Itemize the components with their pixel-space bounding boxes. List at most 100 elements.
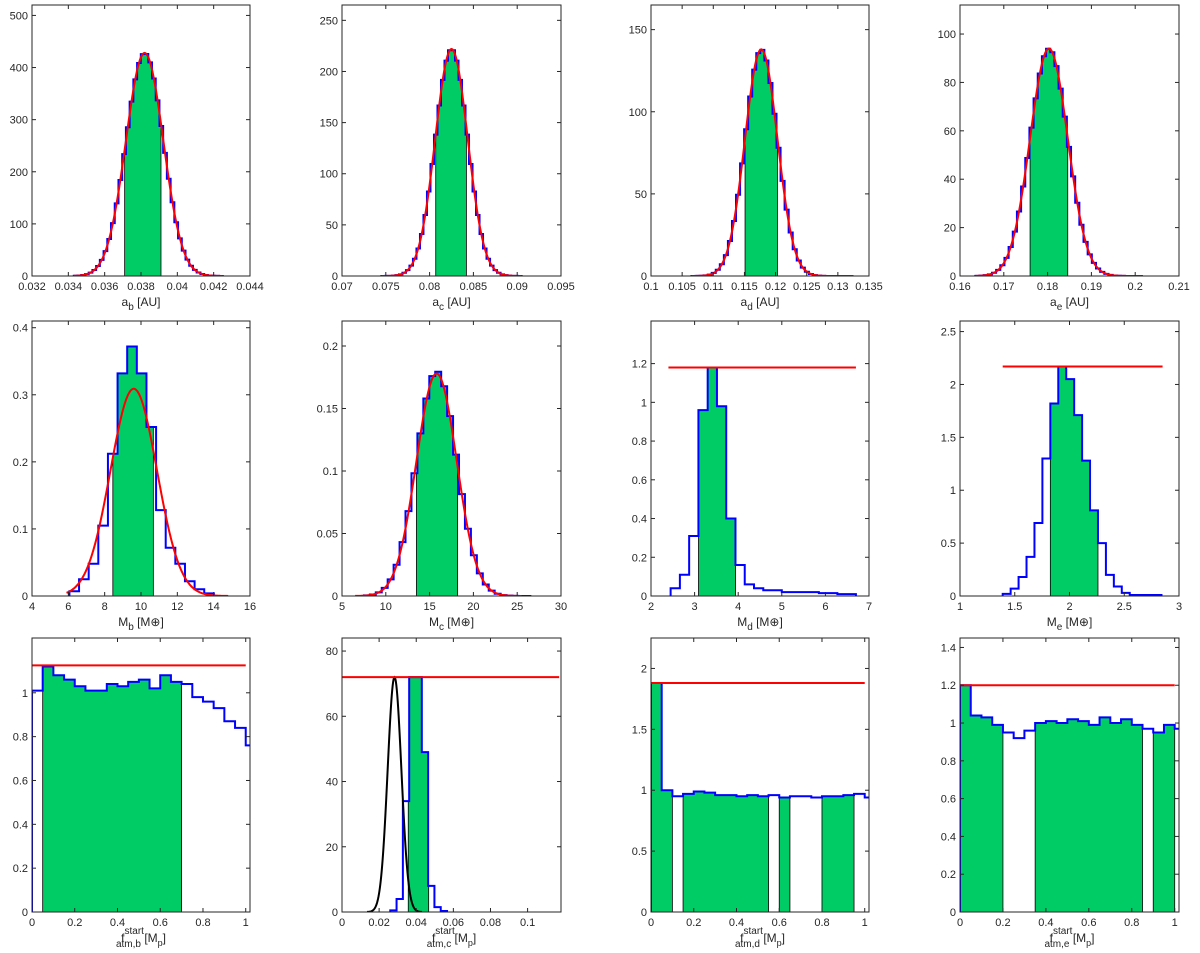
x-axis-label: ad [AU] [741, 295, 780, 313]
x-tick-label: 0.21 [1168, 281, 1189, 293]
panel-f_e: 0 0.2 0.4 0.6 0.8 1 0 0.2 0.4 0.6 0.8 1 1.2 1.4 fstart… [941, 637, 1180, 950]
y-tick-label: 0.4 [13, 323, 28, 335]
x-tick-label: 6 [65, 601, 71, 613]
x-tick-label: 0.2 [995, 917, 1010, 929]
x-tick-label: 2.5 [1117, 601, 1132, 613]
x-label-main: f [740, 931, 744, 945]
x-axis-label: Me [M⊕] [1047, 615, 1093, 633]
plot-area [668, 366, 857, 596]
x-tick-label: 0.2 [686, 917, 701, 929]
panel-f_b: 0 0.2 0.4 0.6 0.8 1 0 0.2 0.4 0.6 0.8 1 fstart atm,b … [13, 637, 251, 950]
x-tick-label: 0 [957, 917, 963, 929]
histogram-steps [651, 682, 869, 912]
y-tick-label: 40 [326, 777, 338, 789]
y-tick-label: 2 [641, 663, 647, 675]
x-tick-label: 0.032 [18, 281, 46, 293]
axes-box [31, 637, 251, 913]
x-tick-label: 0.075 [372, 281, 400, 293]
x-tick-label: 0.04 [406, 917, 427, 929]
y-tick-label: 500 [10, 10, 28, 22]
plot-area [355, 370, 532, 596]
x-label-sub: e [1057, 302, 1063, 313]
x-label-main: a [432, 295, 439, 309]
gaussian-fit [355, 372, 522, 596]
y-tick-label: 0 [950, 591, 956, 603]
credible-interval-0 [1029, 48, 1069, 276]
x-label-sub: atm,c [427, 939, 451, 950]
x-tick-label: 1 [862, 917, 868, 929]
x-label-main: f [1050, 931, 1054, 945]
x-tick-label: 0.4 [110, 917, 125, 929]
y-tick-label: 100 [320, 169, 338, 181]
x-label-sup: start [744, 926, 764, 937]
y-tick-label: 0.3 [13, 390, 28, 402]
y-tick-label: 0.5 [632, 846, 647, 858]
y-tick-label: 0.15 [317, 404, 338, 416]
x-label-unit: [AU] [444, 295, 471, 309]
x-tick-label: 0.036 [91, 281, 119, 293]
x-label-unit: [M⊕] [134, 615, 164, 629]
x-label-sub: b [128, 622, 134, 633]
x-label-sub: b [128, 302, 134, 313]
y-tick-label: 0.6 [632, 475, 647, 487]
credible-interval-0 [42, 666, 183, 912]
credible-interval-3 [821, 794, 855, 912]
y-tick-label: 0.6 [941, 794, 956, 806]
x-tick-label: 16 [244, 601, 256, 613]
histogram-steps [1001, 365, 1163, 596]
y-tick-label: 1.2 [941, 680, 956, 692]
axes-box [959, 4, 1180, 277]
gaussian-fit [66, 387, 229, 596]
panel-a_e: 0.16 0.17 0.18 0.19 0.2 0.21 0 20 40 60 80 100 ae [A… [938, 4, 1190, 313]
x-label-main: a [741, 295, 748, 309]
x-tick-label: 1.5 [1007, 601, 1022, 613]
x-tick-label: 0.2 [67, 917, 82, 929]
y-tick-label: 400 [10, 63, 28, 75]
y-tick-label: 20 [944, 223, 956, 235]
credible-interval-2 [1152, 724, 1176, 912]
y-tick-label: 40 [944, 174, 956, 186]
x-tick-label: 1 [243, 917, 249, 929]
y-tick-label: 1 [950, 718, 956, 730]
x-tick-label: 0.08 [419, 281, 440, 293]
credible-interval-2 [778, 797, 791, 912]
plot-area [32, 664, 250, 912]
y-tick-label: 0.8 [13, 732, 28, 744]
x-tick-label: 0.095 [547, 281, 575, 293]
axes-box [650, 320, 870, 597]
x-label-unit: [M [1069, 931, 1086, 945]
y-tick-label: 200 [10, 167, 28, 179]
y-tick-label: 0 [332, 907, 338, 919]
y-tick-label: 50 [326, 220, 338, 232]
y-tick-label: 1.2 [632, 359, 647, 371]
x-tick-label: 0.2 [1128, 281, 1143, 293]
x-tick-label: 0.4 [729, 917, 744, 929]
plot-area [690, 48, 854, 276]
x-axis-label: Mb [M⊕] [118, 615, 164, 633]
y-tick-label: 0 [950, 271, 956, 283]
x-tick-label: 0.08 [480, 917, 501, 929]
x-label-unit-end: ] [473, 931, 476, 945]
x-tick-label: 0.6 [153, 917, 168, 929]
x-tick-label: 0.13 [827, 281, 848, 293]
x-label-sub: d [747, 302, 753, 313]
plot-area [72, 51, 224, 276]
x-label-unit-end: ] [163, 931, 166, 945]
y-tick-label: 1.5 [941, 432, 956, 444]
y-tick-label: 1.4 [941, 642, 956, 654]
y-tick-label: 2.5 [941, 327, 956, 339]
x-tick-label: 0.044 [236, 281, 264, 293]
x-tick-label: 0.135 [855, 281, 883, 293]
y-tick-label: 80 [944, 77, 956, 89]
x-label-unit-sub: p [158, 938, 163, 948]
plot-area [960, 684, 1179, 912]
x-label-sup: start [125, 926, 145, 937]
y-tick-label: 0.8 [632, 436, 647, 448]
y-tick-label: 0.1 [323, 466, 338, 478]
y-tick-label: 50 [635, 189, 647, 201]
x-axis-label: fstart atm,b [Mp] [116, 926, 166, 950]
x-tick-label: 0.1 [520, 917, 535, 929]
y-tick-label: 60 [944, 126, 956, 138]
panel-M_d: 2 3 4 5 6 7 0 0.2 0.4 0.6 0.8 1 1.2 Md [M⊕] [632, 320, 872, 633]
